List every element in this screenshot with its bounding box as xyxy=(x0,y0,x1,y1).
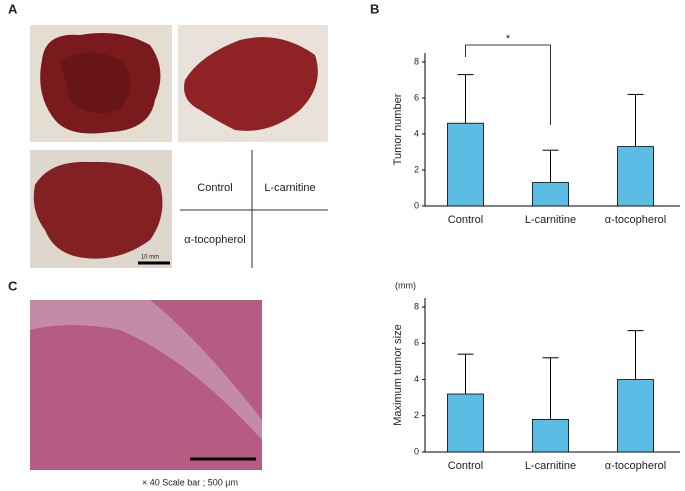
panel-label: A xyxy=(8,1,18,16)
photo-label: L-carnitine xyxy=(264,182,315,194)
caption: × 40 Scale bar ; 500 μm xyxy=(142,477,238,487)
significance-mark: * xyxy=(506,33,511,45)
y-tick-label: 8 xyxy=(414,56,419,66)
liver-photos: 10 mm Control L-carnitine α-tocopherol xyxy=(30,25,328,268)
x-tick-label: Control xyxy=(448,214,483,226)
y-tick-label: 6 xyxy=(414,338,419,348)
x-tick-label: L-carnitine xyxy=(525,460,576,472)
x-tick-label: Control xyxy=(448,460,483,472)
x-tick-label: α-tocopherol xyxy=(605,214,666,226)
photo-label: Control xyxy=(197,182,232,194)
y-tick-label: 0 xyxy=(414,200,419,210)
y-tick-label: 8 xyxy=(414,301,419,311)
x-tick-label: α-tocopherol xyxy=(605,460,666,472)
panel-label: C xyxy=(8,278,18,293)
bar xyxy=(532,418,569,453)
liver-shade xyxy=(60,52,130,114)
y-axis-label: Maximum tumor size xyxy=(392,324,404,425)
bar xyxy=(617,379,654,453)
bar xyxy=(447,122,484,207)
y-unit: (mm) xyxy=(395,280,416,290)
liver xyxy=(184,37,318,131)
tissue-band xyxy=(30,300,262,440)
bar xyxy=(447,393,484,453)
y-tick-label: 4 xyxy=(414,374,419,384)
panel-label: B xyxy=(370,1,379,16)
photo-label: α-tocopherol xyxy=(184,234,245,246)
y-tick-label: 2 xyxy=(414,164,419,174)
y-axis-label: Tumor number xyxy=(392,93,404,165)
y-tick-label: 2 xyxy=(414,410,419,420)
bar xyxy=(617,146,654,207)
bar xyxy=(532,182,569,207)
significance-bracket xyxy=(465,44,551,125)
scale-label: 10 mm xyxy=(141,255,159,261)
liver xyxy=(33,161,163,259)
histology: × 40 Scale bar ; 500 μm xyxy=(30,300,262,487)
y-tick-label: 0 xyxy=(414,446,419,456)
y-tick-label: 4 xyxy=(414,128,419,138)
y-tick-label: 6 xyxy=(414,92,419,102)
x-tick-label: L-carnitine xyxy=(525,214,576,226)
